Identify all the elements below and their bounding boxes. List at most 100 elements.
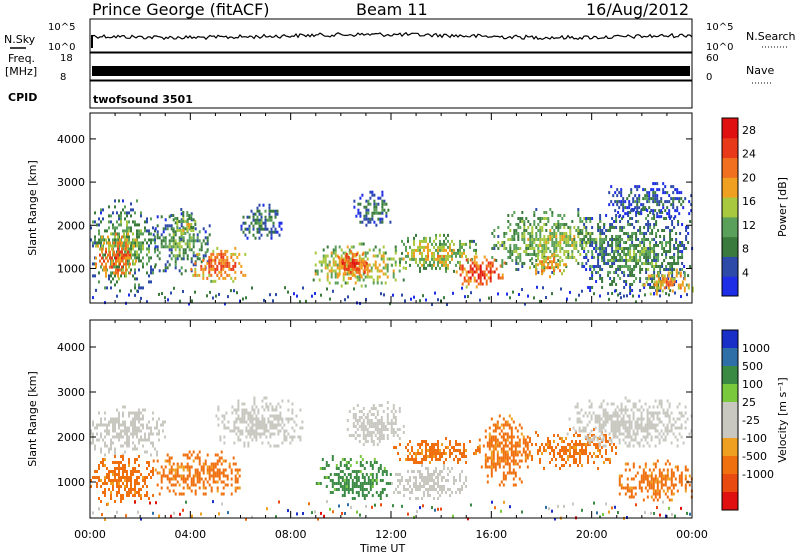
power-cell [95, 262, 97, 266]
power-cell [443, 245, 445, 249]
velocity-cell [235, 411, 238, 415]
velocity-cell [555, 464, 557, 467]
velocity-cell [604, 411, 607, 415]
power-cell [665, 250, 668, 253]
power-cell [114, 274, 116, 278]
velocity-cell [122, 444, 124, 448]
freq-tick-bottom: 8 [60, 72, 66, 83]
power-cell [387, 208, 390, 212]
power-cell [374, 260, 377, 264]
velocity-cell [237, 405, 240, 409]
power-cell [244, 273, 247, 277]
velocity-cell [427, 455, 429, 458]
power-cell [475, 267, 478, 271]
power-cell [419, 260, 421, 264]
velocity-cell [247, 429, 250, 433]
power-cell [668, 212, 671, 216]
velocity-cell [445, 437, 447, 440]
velocity-cell [455, 491, 457, 494]
power-cell [402, 257, 405, 261]
power-cell [136, 235, 138, 239]
power-cell [276, 212, 279, 216]
power-cell [565, 241, 568, 244]
power-cell [102, 208, 104, 212]
power-cell [347, 255, 350, 259]
velocity-cell [134, 467, 136, 470]
power-cell [483, 270, 486, 274]
power-cell [190, 257, 193, 261]
velocity-cell [502, 417, 505, 421]
velocity-cell [419, 485, 421, 488]
velocity-cell [482, 444, 485, 448]
power-cell [363, 264, 366, 268]
power-cell [186, 242, 189, 246]
velocity-cell [184, 465, 187, 469]
power-cell [178, 245, 181, 249]
velocity-cell [150, 426, 152, 430]
velocity-cell [415, 476, 417, 479]
velocity-cell [361, 485, 364, 488]
power-cell [620, 200, 623, 204]
power-cell [419, 251, 421, 255]
power-cell [386, 266, 389, 270]
power-cell [493, 229, 496, 232]
power-cell [537, 238, 540, 241]
power-cell [495, 244, 498, 247]
velocity-cell [514, 426, 517, 430]
power-cell [685, 247, 688, 250]
power-cell [611, 244, 614, 247]
velocity-cell [494, 441, 497, 445]
velocity-cell [186, 483, 189, 487]
power-cell [491, 232, 494, 235]
power-cell [573, 238, 576, 241]
power-cell [363, 267, 366, 271]
power-cell [625, 265, 628, 268]
power-cell [679, 286, 682, 290]
velocity-cell [192, 477, 195, 481]
velocity-cell [602, 444, 605, 448]
power-scatter-region [240, 203, 283, 240]
power-cell [206, 249, 209, 253]
power-cell [208, 270, 211, 274]
power-cell [674, 291, 676, 295]
velocity-cell [547, 443, 549, 446]
power-cell [92, 274, 94, 278]
power-cell [222, 258, 225, 262]
power-cell [274, 230, 277, 234]
velocity-cell [295, 423, 298, 427]
power-cell [349, 261, 352, 265]
power-cell [655, 262, 658, 265]
velocity-cell [146, 476, 148, 479]
velocity-cell [287, 408, 290, 412]
power-cell [611, 283, 614, 286]
power-cell [242, 215, 245, 219]
velocity-cell [379, 491, 382, 494]
power-cell [587, 238, 590, 241]
power-cell [533, 220, 536, 223]
velocity-cell [255, 420, 258, 424]
velocity-cell [573, 446, 575, 449]
power-cell [658, 200, 661, 204]
velocity-cell [295, 414, 298, 418]
velocity-cell [608, 432, 611, 436]
velocity-cell [385, 470, 388, 473]
velocity-cell [134, 488, 136, 491]
power-cell [98, 241, 100, 245]
velocity-cell [118, 420, 120, 424]
power-cell [129, 271, 131, 275]
power-cell [643, 235, 646, 238]
velocity-cell [164, 435, 166, 439]
power-cell [126, 223, 128, 227]
velocity-cell [369, 473, 372, 476]
power-cell [413, 239, 415, 243]
velocity-cell [587, 455, 589, 458]
power-scatter-region [391, 233, 477, 273]
velocity-cell [236, 480, 239, 484]
power-cell [616, 203, 619, 207]
power-cell [154, 265, 156, 269]
power-cell [539, 260, 541, 264]
power-cell [620, 188, 623, 192]
power-cell [589, 277, 592, 280]
power-cell [196, 236, 199, 240]
power-cell [664, 209, 667, 213]
